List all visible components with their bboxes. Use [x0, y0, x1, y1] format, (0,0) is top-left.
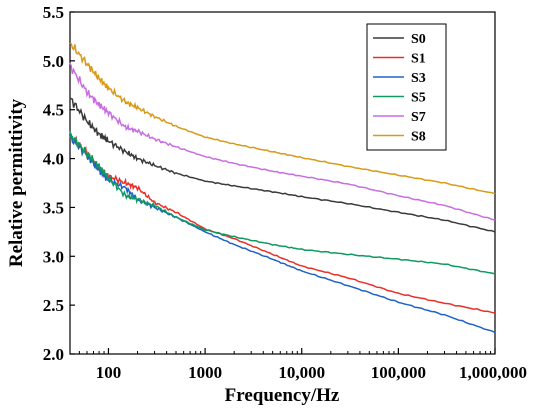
- y-tick-label: 2.5: [43, 296, 64, 315]
- x-tick-label: 1,000,000: [459, 363, 527, 382]
- series-line-s3: [69, 134, 496, 334]
- series-line-s0: [69, 97, 496, 233]
- legend-label-s5: S5: [411, 91, 426, 106]
- x-tick-label: 100: [96, 363, 122, 382]
- x-axis-ticks: 100 1000 10,000 100,000 1,000,000: [69, 348, 527, 382]
- series-line-s7: [69, 62, 496, 221]
- y-tick-label: 5.0: [43, 52, 64, 71]
- legend-label-s7: S7: [411, 110, 426, 125]
- legend-label-s3: S3: [411, 71, 426, 86]
- plot-frame: [69, 11, 496, 355]
- legend-label-s1: S1: [411, 52, 426, 67]
- y-tick-label: 4.5: [43, 101, 64, 120]
- y-axis-ticks: 2.0 2.5 3.0 3.5 4.0 4.5 5.0 5.5: [43, 3, 75, 364]
- x-tick-label: 10,000: [278, 363, 325, 382]
- y-axis-title: Relative permittivity: [6, 98, 27, 267]
- series-line-s8: [69, 42, 496, 195]
- y-tick-label: 5.5: [43, 3, 64, 22]
- legend: S0 S1 S3 S5 S7 S8: [366, 23, 447, 151]
- y-tick-label: 3.0: [43, 247, 64, 266]
- legend-label-s0: S0: [411, 32, 426, 47]
- x-tick-label: 100,000: [371, 363, 426, 382]
- legend-label-s8: S8: [411, 130, 426, 145]
- series-lines: [69, 42, 496, 334]
- y-tick-label: 3.5: [43, 198, 64, 217]
- legend-box: [366, 23, 447, 151]
- x-axis-title: Frequency/Hz: [225, 385, 340, 406]
- x-tick-label: 1000: [188, 363, 222, 382]
- series-line-s5: [69, 130, 496, 275]
- y-tick-label: 4.0: [43, 150, 64, 169]
- y-tick-label: 2.0: [43, 345, 64, 364]
